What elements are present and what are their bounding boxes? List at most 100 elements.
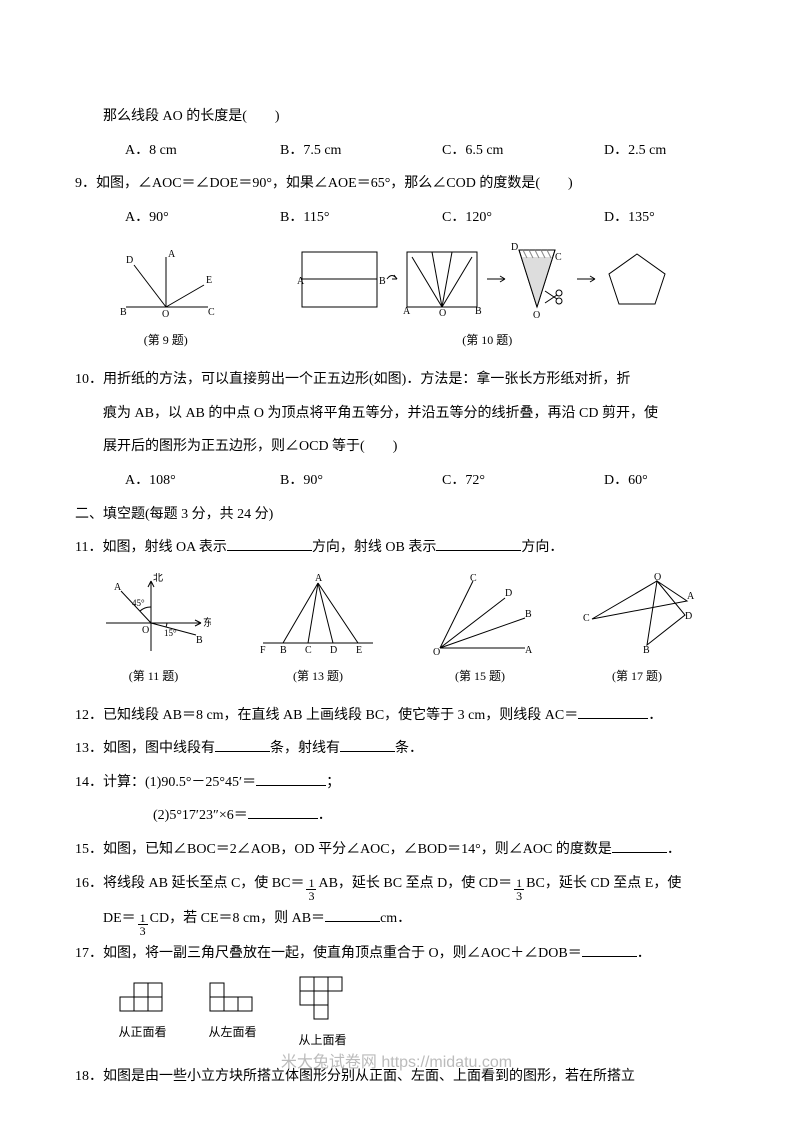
q10-stem3: 展开后的图形为正五边形，则∠OCD 等于( ) <box>75 430 718 464</box>
cube-front-svg <box>115 975 170 1015</box>
q10-opt-b: B．90° <box>280 464 442 498</box>
q12-line: 12． 已知线段 AB＝8 cm，在直线 AB 上画线段 BC，使它等于 3 c… <box>75 699 718 733</box>
figure-q17-caption: (第 17 题) <box>612 662 662 691</box>
figure-q13: A F B C D E (第 13 题) <box>253 573 383 691</box>
q9-options: A．90° B．115° C．120° D．135° <box>75 201 718 235</box>
q16-blank <box>325 908 380 922</box>
q8-opt-d: D．2.5 cm <box>604 134 724 168</box>
figure-q9-svg: A D E C B O <box>116 247 216 322</box>
svg-text:C: C <box>470 573 477 584</box>
q14-line2: (2)5°17′23″×6＝ ． <box>75 799 718 833</box>
q13-line: 13． 如图，图中线段有 条，射线有 条． <box>75 732 718 766</box>
q14-line1: 14． 计算：(1)90.5°－25°45′＝ ； <box>75 766 718 800</box>
q12-stem-p1: 已知线段 AB＝8 cm，在直线 AB 上画线段 BC，使它等于 3 cm，则线… <box>103 699 578 733</box>
svg-text:F: F <box>260 645 266 656</box>
q8-options: A．8 cm B．7.5 cm C．6.5 cm D．2.5 cm <box>75 134 718 168</box>
q13-stem-p3: 条． <box>395 732 423 766</box>
q16-frac2: 13 <box>514 877 524 902</box>
q14-stem1-p1: 计算：(1)90.5°－25°45′＝ <box>103 766 256 800</box>
cube-view-left: 从左面看 <box>205 975 260 1055</box>
svg-text:B: B <box>196 635 203 646</box>
q16-stem2-p3: cm． <box>380 902 411 936</box>
q9-line: 9． 如图，∠AOC＝∠DOE＝90°，如果∠AOE＝65°，那么∠COD 的度… <box>75 167 718 201</box>
svg-text:O: O <box>533 310 540 321</box>
svg-text:B: B <box>120 307 127 318</box>
q16-num: 16． <box>75 867 103 901</box>
q16-stem1-p1: 将线段 AB 延长至点 C，使 BC＝ <box>103 867 304 901</box>
figure-q17: O A C D B (第 17 题) <box>577 573 697 691</box>
figure-q15-caption: (第 15 题) <box>455 662 505 691</box>
figure-q17-svg: O A C D B <box>577 573 697 658</box>
svg-text:O: O <box>433 647 440 658</box>
watermark: 米大兔试卷网 https://midatu.com <box>281 1044 512 1082</box>
figure-q15-svg: C D B A O <box>425 573 535 658</box>
cube-left-label: 从左面看 <box>208 1018 256 1047</box>
figure-q10-svg: A B A O B <box>297 242 677 322</box>
svg-text:东: 东 <box>203 616 211 629</box>
q11-num: 11． <box>75 531 102 565</box>
figure-q11-caption: (第 11 题) <box>129 662 179 691</box>
svg-text:北: 北 <box>153 573 163 584</box>
q8-opt-c: C．6.5 cm <box>442 134 604 168</box>
cube-top-svg <box>295 975 350 1023</box>
q16-stem2-p2: CD，若 CE＝8 cm，则 AB＝ <box>150 902 325 936</box>
figure-q9-caption: (第 9 题) <box>144 326 188 355</box>
q18-num: 18． <box>75 1060 103 1094</box>
svg-text:C: C <box>305 645 312 656</box>
q12-num: 12． <box>75 699 103 733</box>
figure-row-11-17: 北 东 A B O 45° 15° (第 11 题) A F B C D E ( <box>75 565 718 699</box>
q16-line1: 16． 将线段 AB 延长至点 C，使 BC＝ 13 AB，延长 BC 至点 D… <box>75 867 718 902</box>
q15-stem-p2: ． <box>667 833 681 867</box>
q12-stem-p2: ． <box>648 699 662 733</box>
q11-line: 11． 如图，射线 OA 表示 方向，射线 OB 表示 方向． <box>75 531 718 565</box>
svg-text:O: O <box>162 309 169 320</box>
q11-stem-p3: 方向． <box>521 531 563 565</box>
figure-q10-caption: (第 10 题) <box>462 326 512 355</box>
svg-text:O: O <box>654 573 661 583</box>
cube-front-label: 从正面看 <box>118 1018 166 1047</box>
q9-opt-b: B．115° <box>280 201 442 235</box>
q11-stem-p2: 方向，射线 OB 表示 <box>312 531 436 565</box>
q16-frac3: 13 <box>138 912 148 937</box>
cube-left-svg <box>205 975 260 1015</box>
q9-opt-a: A．90° <box>125 201 280 235</box>
q14-blank2 <box>248 805 318 819</box>
figure-q13-svg: A F B C D E <box>253 573 383 658</box>
svg-text:A: A <box>525 645 533 656</box>
q17-stem-p1: 如图，将一副三角尺叠放在一起，使直角顶点重合于 O，则∠AOC＋∠DOB＝ <box>103 937 582 971</box>
q9-stem: 如图，∠AOC＝∠DOE＝90°，如果∠AOE＝65°，那么∠COD 的度数是(… <box>96 167 573 201</box>
q14-blank1 <box>256 772 326 786</box>
section-fill-heading: 二、填空题(每题 3 分，共 24 分) <box>75 498 718 532</box>
q11-blank2 <box>436 537 521 551</box>
q13-stem-p1: 如图，图中线段有 <box>103 732 215 766</box>
svg-text:A: A <box>114 582 122 593</box>
q17-line: 17． 如图，将一副三角尺叠放在一起，使直角顶点重合于 O，则∠AOC＋∠DOB… <box>75 937 718 971</box>
svg-text:E: E <box>206 275 212 286</box>
q15-blank <box>612 839 667 853</box>
q17-num: 17． <box>75 937 103 971</box>
cube-view-front: 从正面看 <box>115 975 170 1055</box>
q8-opt-b: B．7.5 cm <box>280 134 442 168</box>
svg-text:C: C <box>583 613 590 624</box>
q10-line1: 10． 用折纸的方法，可以直接剪出一个正五边形(如图)．方法是：拿一张长方形纸对… <box>75 363 718 397</box>
svg-text:O: O <box>142 625 149 636</box>
svg-text:B: B <box>379 276 386 287</box>
svg-text:A: A <box>687 591 695 602</box>
svg-text:C: C <box>555 252 562 263</box>
q10-options: A．108° B．90° C．72° D．60° <box>75 464 718 498</box>
svg-text:A: A <box>168 249 176 260</box>
q16-stem1-p3: BC，延长 CD 至点 E，使 <box>526 867 681 901</box>
q10-stem2: 痕为 AB，以 AB 的中点 O 为顶点将平角五等分，并沿五等分的线折叠，再沿 … <box>75 397 718 431</box>
svg-text:A: A <box>297 276 305 287</box>
q10-opt-c: C．72° <box>442 464 604 498</box>
svg-text:D: D <box>685 611 692 622</box>
q13-blank1 <box>215 738 270 752</box>
svg-text:B: B <box>280 645 287 656</box>
q15-num: 15． <box>75 833 103 867</box>
q17-blank <box>582 943 637 957</box>
q15-stem-p1: 如图，已知∠BOC＝2∠AOB，OD 平分∠AOC，∠BOD＝14°，则∠AOC… <box>103 833 612 867</box>
q8-opt-a: A．8 cm <box>125 134 280 168</box>
svg-text:O: O <box>439 308 446 319</box>
figure-q9: A D E C B O (第 9 题) <box>116 247 216 355</box>
q13-blank2 <box>340 738 395 752</box>
